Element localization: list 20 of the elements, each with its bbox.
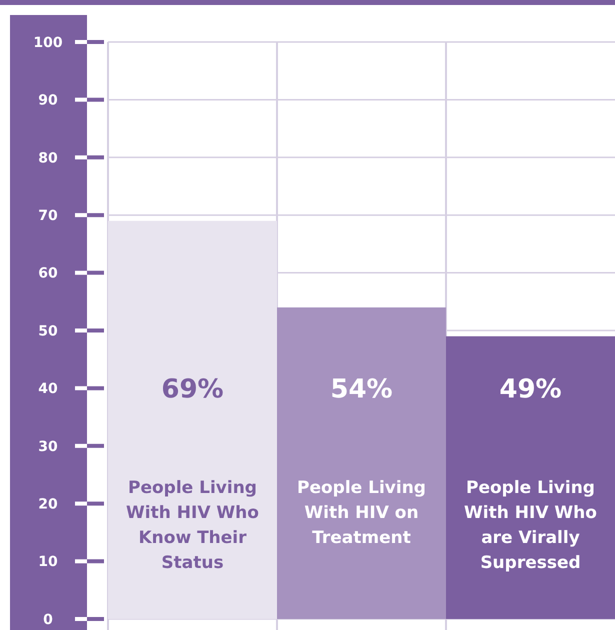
y-tick-label: 70 xyxy=(38,208,58,224)
y-tick-label: 0 xyxy=(43,612,54,628)
y-tick-label: 90 xyxy=(38,92,58,109)
bar xyxy=(446,336,615,619)
x-tick-label: People Living With HIV on Treatment xyxy=(297,478,426,548)
y-tick-label: 100 xyxy=(33,34,63,51)
data-label: 69% xyxy=(161,374,224,404)
y-tick-label: 20 xyxy=(38,496,58,512)
y-tick-label: 50 xyxy=(38,323,58,340)
y-tick-label: 80 xyxy=(38,150,58,166)
bar xyxy=(277,307,446,619)
y-tick-label: 30 xyxy=(38,438,58,455)
y-tick-label: 10 xyxy=(38,554,58,570)
x-tick-label: People Living With HIV Who Know Their Status xyxy=(126,478,259,573)
y-tick-label: 60 xyxy=(38,266,58,282)
x-tick-label: People Living With HIV Who are Virally Supressed xyxy=(464,478,597,573)
data-label: 54% xyxy=(330,374,393,404)
data-label: 49% xyxy=(499,374,562,404)
bar xyxy=(108,220,277,619)
y-tick-label: 40 xyxy=(38,381,58,398)
